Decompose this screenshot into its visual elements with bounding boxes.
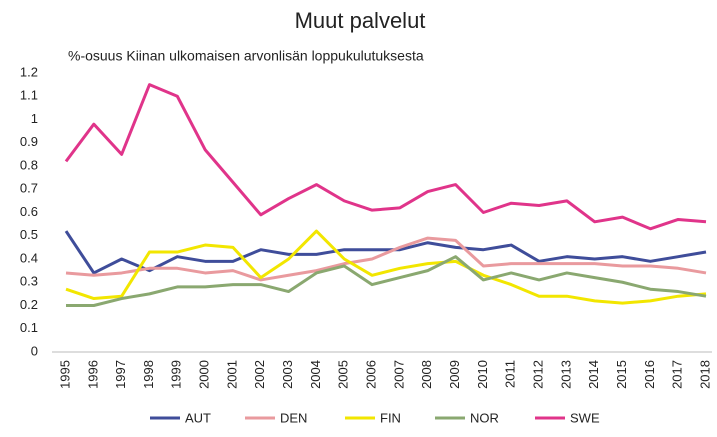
legend-label: AUT [185, 410, 211, 425]
x-tick-label: 1995 [57, 360, 72, 389]
x-tick-label: 2014 [586, 360, 601, 389]
y-tick-label: 0.4 [20, 250, 38, 265]
x-tick-label: 1998 [141, 360, 156, 389]
x-tick-label: 2015 [614, 360, 629, 389]
y-tick-label: 1.2 [20, 64, 38, 79]
x-tick-label: 2008 [419, 360, 434, 389]
x-tick-label: 2009 [447, 360, 462, 389]
x-tick-label: 2002 [252, 360, 267, 389]
legend-label: DEN [280, 410, 307, 425]
series-line [65, 229, 707, 305]
y-tick-label: 0 [31, 343, 38, 358]
y-tick-label: 0.6 [20, 204, 38, 219]
x-tick-label: 1997 [113, 360, 128, 389]
series-line [64, 230, 707, 275]
x-tick-label: 2006 [364, 360, 379, 389]
y-tick-label: 0.9 [20, 134, 38, 149]
y-tick-label: 1 [31, 111, 38, 126]
x-tick-label: 2000 [197, 360, 212, 389]
x-tick-label: 2004 [308, 360, 323, 389]
y-tick-label: 0.7 [20, 181, 38, 196]
legend-label: NOR [470, 410, 499, 425]
legend-label: SWE [570, 410, 600, 425]
y-tick-label: 0.1 [20, 320, 38, 335]
series-line [66, 255, 707, 307]
x-tick-label: 2012 [530, 360, 545, 389]
y-tick-label: 1.1 [20, 88, 38, 103]
y-tick-label: 0.2 [20, 297, 38, 312]
x-tick-label: 2010 [475, 360, 490, 389]
x-tick-label: 2018 [697, 360, 712, 389]
y-tick-label: 0.8 [20, 157, 38, 172]
chart-title: Muut palvelut [295, 8, 426, 33]
x-tick-label: 2007 [391, 360, 406, 389]
y-tick-label: 0.5 [20, 227, 38, 242]
x-tick-label: 1996 [85, 360, 100, 389]
x-tick-label: 1999 [169, 360, 184, 389]
x-tick-label: 2001 [224, 360, 239, 389]
x-tick-label: 2011 [503, 360, 518, 388]
y-tick-label: 0.3 [20, 274, 38, 289]
x-tick-label: 2013 [558, 360, 573, 389]
chart-subtitle: %-osuus Kiinan ulkomaisen arvonlisän lop… [68, 48, 424, 64]
legend-label: FIN [380, 410, 401, 425]
x-tick-label: 2003 [280, 360, 295, 389]
x-tick-label: 2005 [336, 360, 351, 389]
series-line [65, 236, 707, 282]
series-line [64, 83, 707, 231]
x-tick-label: 2016 [642, 360, 657, 389]
x-tick-label: 2017 [670, 360, 685, 389]
